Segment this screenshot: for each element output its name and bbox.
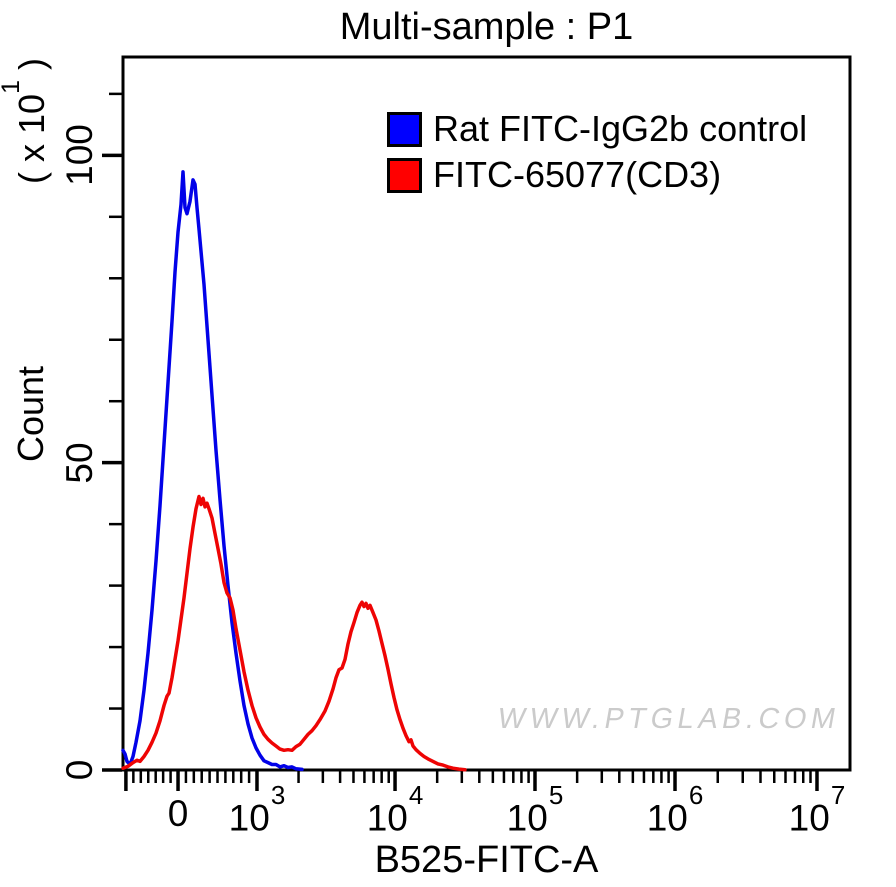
y-tick-label: 100 [59, 124, 100, 187]
legend-item-control: Rat FITC-IgG2b control [387, 110, 807, 148]
chart-title: Multi-sample : P1 [339, 6, 634, 48]
legend-swatch-blue [387, 111, 422, 147]
x-tick-label: 103 [228, 780, 286, 839]
x-tick-label: 105 [506, 780, 564, 839]
watermark: WWW.PTGLAB.COM [495, 703, 843, 735]
x-tick-label: 107 [788, 780, 846, 839]
y-tick-label: 0 [59, 759, 100, 781]
x-axis-title: B525-FITC-A [374, 839, 599, 881]
legend: Rat FITC-IgG2b control FITC-65077(CD3) [387, 110, 807, 194]
x-tick-label: 104 [366, 780, 424, 839]
legend-label-control: Rat FITC-IgG2b control [433, 108, 808, 149]
y-unit-suffix: ) [11, 58, 52, 81]
x-tick-label: 106 [646, 780, 704, 839]
legend-label-cd3: FITC-65077(CD3) [433, 154, 722, 195]
y-tick-label: 50 [59, 442, 100, 484]
legend-swatch-red [387, 157, 422, 193]
y-unit-prefix: ( x 10 [11, 93, 52, 184]
x-tick-label: 0 [167, 793, 189, 834]
y-axis-title: Count [10, 365, 51, 463]
y-axis-unit-label: ( x 101 ) [0, 58, 53, 184]
legend-item-cd3: FITC-65077(CD3) [387, 156, 807, 194]
y-unit-exponent: 1 [0, 80, 25, 94]
